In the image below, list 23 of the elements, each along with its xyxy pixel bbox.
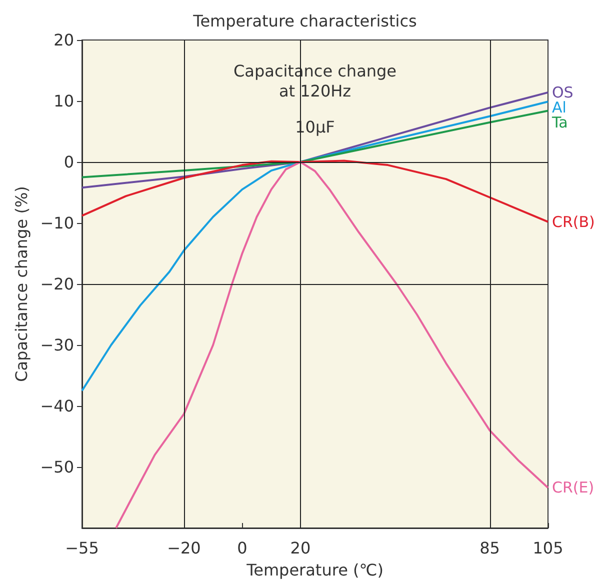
y-axis-title: Capacitance change (%) xyxy=(12,186,31,382)
y-tick-label: −40 xyxy=(40,396,74,416)
series-label: CR(B) xyxy=(552,212,595,231)
x-axis-title: Temperature (℃) xyxy=(246,560,384,580)
x-tick-label: 85 xyxy=(480,538,500,558)
line-series xyxy=(115,161,549,529)
line-series xyxy=(81,110,549,178)
y-tick-label: −20 xyxy=(40,274,74,294)
y-tick-label: −30 xyxy=(40,336,74,354)
series-label: CR(E) xyxy=(552,478,594,497)
y-tick-label: −10 xyxy=(40,214,74,232)
x-tick-label: 0 xyxy=(237,538,248,558)
y-tick-label: 0 xyxy=(64,152,74,172)
y-tick-label: −50 xyxy=(40,458,74,476)
y-tick-label: 20 xyxy=(54,30,74,50)
chart-title: Temperature characteristics xyxy=(192,12,417,30)
line-series xyxy=(81,100,549,392)
line-series xyxy=(81,160,549,223)
x-tick-label: 20 xyxy=(290,538,311,558)
x-tick-label: 105 xyxy=(532,538,564,558)
x-tick-label: −55 xyxy=(65,538,99,558)
y-tick-label: 10 xyxy=(54,92,74,110)
x-tick-label: −20 xyxy=(167,538,201,558)
